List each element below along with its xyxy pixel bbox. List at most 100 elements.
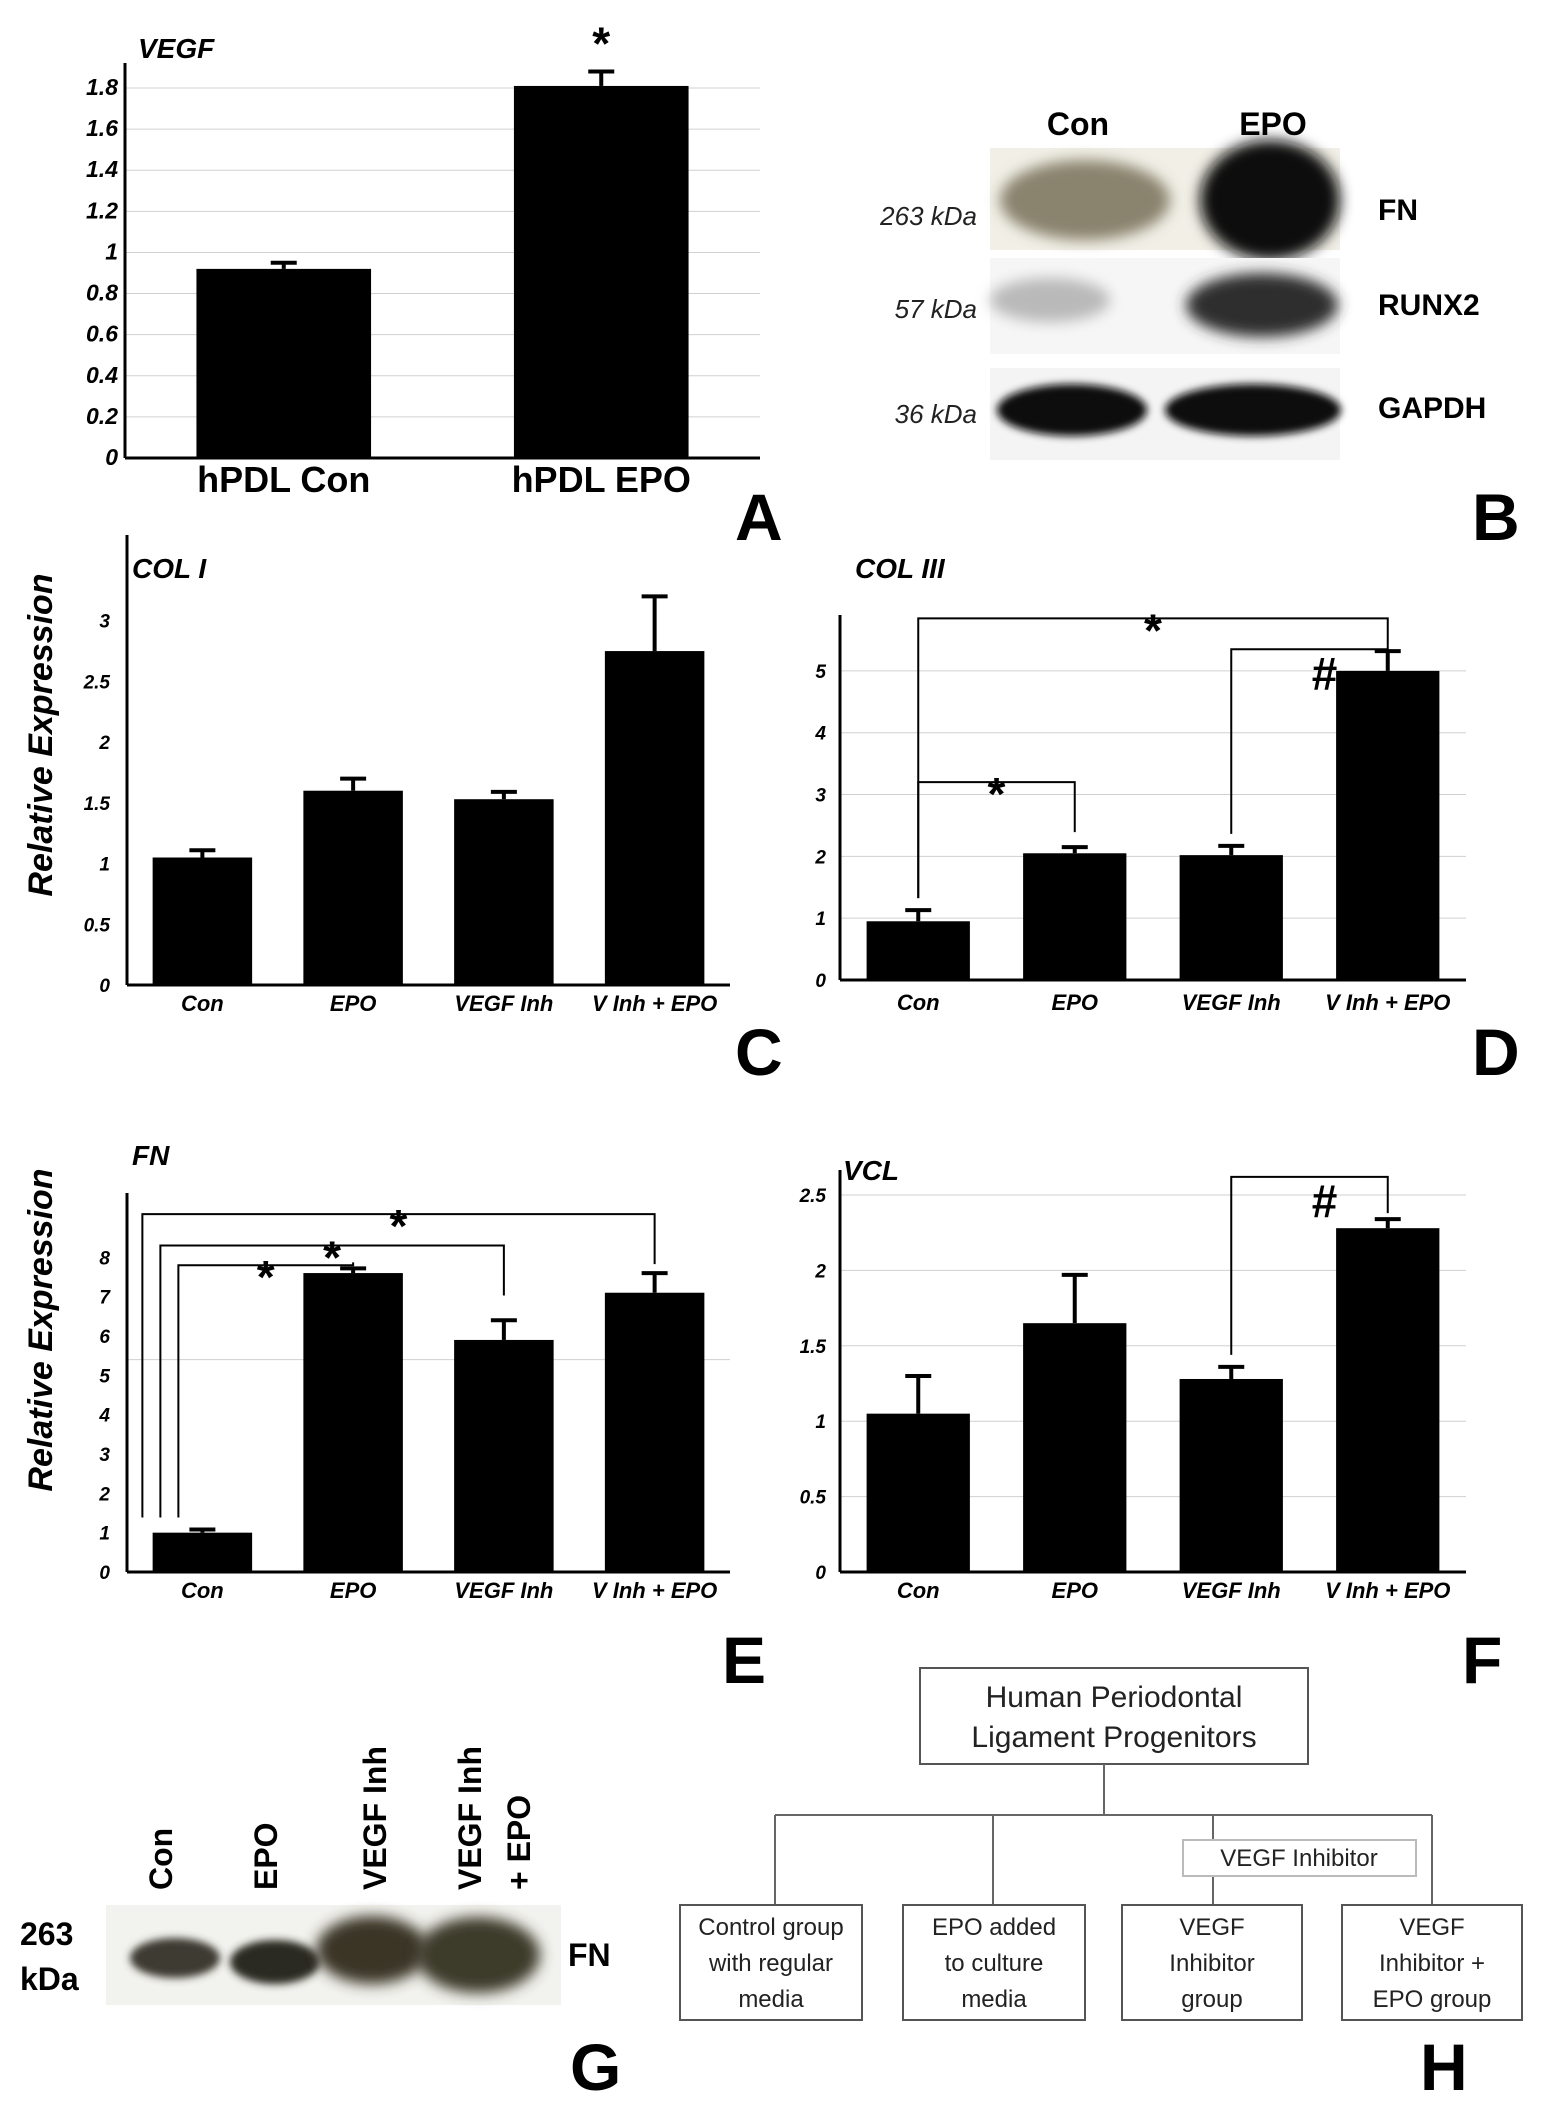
- vegf-bar-hpdl-epo: [513, 85, 689, 458]
- svg-text:VEGF: VEGF: [1179, 1914, 1244, 1941]
- blot-b-protein-fn: FN: [1378, 194, 1418, 227]
- col-i-tick-label: 3: [99, 612, 110, 633]
- fn-category-label: Con: [181, 1578, 224, 1603]
- vcl-tick-label: 1.5: [800, 1337, 827, 1358]
- vcl-tick-label: 2.5: [799, 1186, 827, 1207]
- col-iii-bar-vegf-inh: [1179, 855, 1283, 980]
- col-iii-category-label: EPO: [1052, 990, 1098, 1015]
- panel-label-h: H: [1420, 2030, 1468, 2104]
- panel-label-d: D: [1472, 1015, 1520, 1089]
- svg-text:media: media: [961, 1986, 1027, 2013]
- col-i-bar-v-inh-epo: [604, 651, 705, 985]
- col-i-category-label: EPO: [330, 991, 376, 1016]
- col-iii-tick-label: 5: [815, 662, 826, 683]
- panel-label-e: E: [722, 1623, 766, 1697]
- blot-b-gapdh-band: [990, 368, 1341, 460]
- col-iii-category-label: V Inh + EPO: [1325, 990, 1450, 1015]
- vcl-category-label: EPO: [1052, 1578, 1098, 1603]
- col-i-tick-label: 1: [99, 855, 110, 876]
- vegf-tick-label: 0.2: [86, 403, 118, 429]
- vcl-tick-label: 0.5: [800, 1488, 827, 1509]
- chart-fn: 0 1 2 3 4 5 6 7 8 FN Con EPO VEGF Inh V Inh + EPO * * *: [98, 1140, 730, 1603]
- col-iii-title: COL III: [855, 553, 946, 584]
- vegf-category-label: hPDL Con: [197, 459, 370, 500]
- blot-b-protein-gapdh: GAPDH: [1378, 392, 1486, 425]
- chart-col-iii: 0 1 2 3 4 5 COL III Con EPO VEGF Inh V Inh + EPO * #…: [814, 553, 1466, 1015]
- col-iii-bar-v-inh-epo: [1336, 670, 1440, 980]
- blot-g-lane-vegf-inh-epo-1: VEGF Inh: [452, 1746, 488, 1890]
- vcl-tick-label: 0: [815, 1563, 826, 1584]
- col-i-tick-label: 0: [99, 976, 110, 997]
- col-iii-significance-mark: #: [1312, 647, 1338, 699]
- diagram-h-group-epo: EPO added to culture media: [902, 1904, 1086, 2021]
- svg-text:to culture: to culture: [945, 1950, 1044, 1977]
- chart-col-i: 0 0.5 1 1.5 2 2.5 3 COL I Con EPO VEGF Inh V Inh + …: [83, 535, 730, 1016]
- vcl-bar-vegf-inh: [1179, 1378, 1283, 1572]
- blot-g-protein: FN: [568, 1937, 611, 1973]
- col-i-tick-label: 0.5: [84, 915, 111, 936]
- fn-significance-bracket: [159, 1244, 505, 1518]
- fn-significance-mark: *: [257, 1251, 275, 1303]
- chart-vegf: 0 0.2 0.4 0.6 0.8 1 1.2 1.4 1.6 1.8 VEGF hPDL Con hP…: [86, 18, 760, 500]
- vcl-tick-label: 2: [814, 1261, 826, 1282]
- blot-g-lane-vegf-inh-epo-2: + EPO: [501, 1795, 537, 1890]
- vegf-tick-label: 1: [105, 238, 118, 264]
- blot-g-lane-epo: EPO: [248, 1822, 284, 1890]
- diagram-h-group-vegf-inhibitor-epo: VEGF Inhibitor + EPO group: [1341, 1904, 1523, 2021]
- blot-b-runx2-band: [990, 258, 1340, 354]
- col-iii-category-label: VEGF Inh: [1182, 990, 1281, 1015]
- blot-b-mw-fn: 263 kDa: [879, 201, 977, 231]
- y-axis-label-c: Relative Expression: [22, 573, 60, 896]
- blot-b-protein-runx2: RUNX2: [1378, 289, 1480, 322]
- panel-label-b: B: [1472, 480, 1520, 554]
- col-iii-significance-bracket: [917, 781, 1076, 899]
- fn-tick-label: 3: [99, 1445, 110, 1466]
- col-i-tick-label: 2: [98, 733, 110, 754]
- blot-g-lane-vegf-inh: VEGF Inh: [357, 1746, 393, 1890]
- col-i-category-label: VEGF Inh: [454, 991, 553, 1016]
- blot-b-mw-gapdh: 36 kDa: [895, 399, 977, 429]
- diagram-h: Human Periodontal Ligament Progenitors V…: [679, 1667, 1523, 2021]
- vcl-bar-v-inh-epo: [1336, 1228, 1440, 1572]
- blot-b-fn-band: [990, 140, 1340, 260]
- chart-vcl: 0 0.5 1 1.5 2 2.5 VCL Con EPO VEGF Inh V Inh + EPO…: [799, 1155, 1466, 1603]
- vegf-tick-label: 1.6: [86, 115, 118, 141]
- col-iii-significance-bracket: [1230, 645, 1389, 834]
- diagram-h-group-control: Control group with regular media: [679, 1904, 863, 2021]
- svg-text:EPO group: EPO group: [1373, 1986, 1492, 2013]
- col-i-title: COL I: [132, 553, 207, 584]
- col-iii-tick-label: 4: [814, 724, 826, 745]
- fn-significance-mark: *: [390, 1200, 408, 1252]
- diagram-h-root-line1: Human Periodontal: [986, 1681, 1243, 1714]
- diagram-h-inhibitor-box: [1182, 1839, 1417, 1877]
- fn-tick-label: 7: [99, 1288, 111, 1309]
- col-i-bar-vegf-inh: [454, 799, 554, 985]
- vcl-significance-bracket: [1230, 1175, 1389, 1355]
- svg-text:media: media: [738, 1986, 804, 2013]
- fn-category-label: V Inh + EPO: [592, 1578, 717, 1603]
- fn-significance-mark: *: [323, 1232, 341, 1284]
- vegf-significance-mark: *: [592, 18, 610, 70]
- fn-bar-v-inh-epo: [604, 1292, 705, 1572]
- blot-g: Con EPO VEGF Inh VEGF Inh + EPO 263 kDa …: [20, 1746, 611, 2005]
- col-i-category-label: Con: [181, 991, 224, 1016]
- col-iii-significance-mark: *: [1144, 604, 1162, 656]
- fn-tick-label: 5: [99, 1366, 110, 1387]
- col-i-bar-epo: [303, 790, 403, 985]
- svg-text:Inhibitor: Inhibitor: [1169, 1950, 1254, 1977]
- diagram-h-root-line2: Ligament Progenitors: [971, 1721, 1256, 1754]
- svg-text:group: group: [1181, 1986, 1242, 2013]
- fn-category-label: EPO: [330, 1578, 376, 1603]
- svg-text:Control group: Control group: [698, 1914, 843, 1941]
- y-axis-label-e: Relative Expression: [22, 1168, 60, 1491]
- panel-label-c: C: [735, 1015, 783, 1089]
- col-iii-tick-label: 1: [815, 909, 826, 930]
- svg-text:VEGF: VEGF: [1399, 1914, 1464, 1941]
- fn-bar-epo: [303, 1273, 403, 1572]
- blot-b: Con EPO 263 kDa 57 kDa 36 kDa FN RUNX2 G…: [879, 106, 1486, 460]
- blot-b-mw-runx2: 57 kDa: [895, 294, 977, 324]
- fn-bar-con: [152, 1532, 253, 1572]
- vegf-tick-label: 1.2: [86, 197, 118, 223]
- diagram-h-inhibitor-label: VEGF Inhibitor: [1220, 1845, 1377, 1872]
